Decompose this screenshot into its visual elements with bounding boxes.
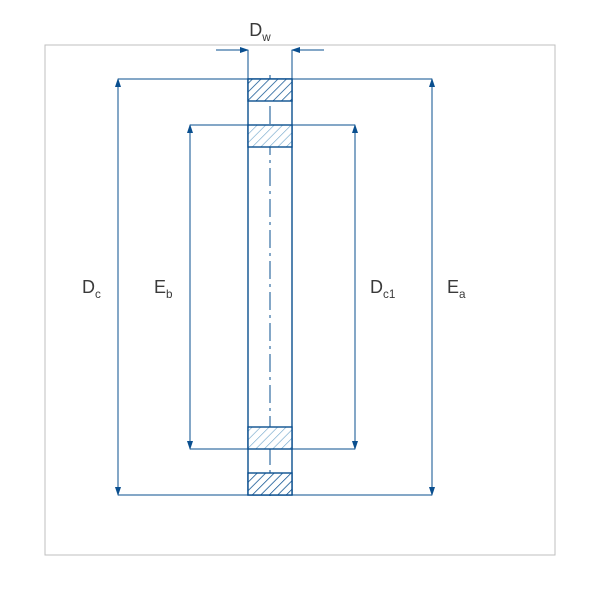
svg-text:Eb: Eb bbox=[154, 277, 173, 301]
svg-text:Dc: Dc bbox=[82, 277, 101, 301]
svg-text:Dc1: Dc1 bbox=[370, 277, 395, 301]
svg-text:Dw: Dw bbox=[249, 20, 271, 44]
svg-text:Ea: Ea bbox=[447, 277, 466, 301]
bearing-diagram: Dw Dc Eb Dc1 Ea bbox=[0, 0, 600, 600]
